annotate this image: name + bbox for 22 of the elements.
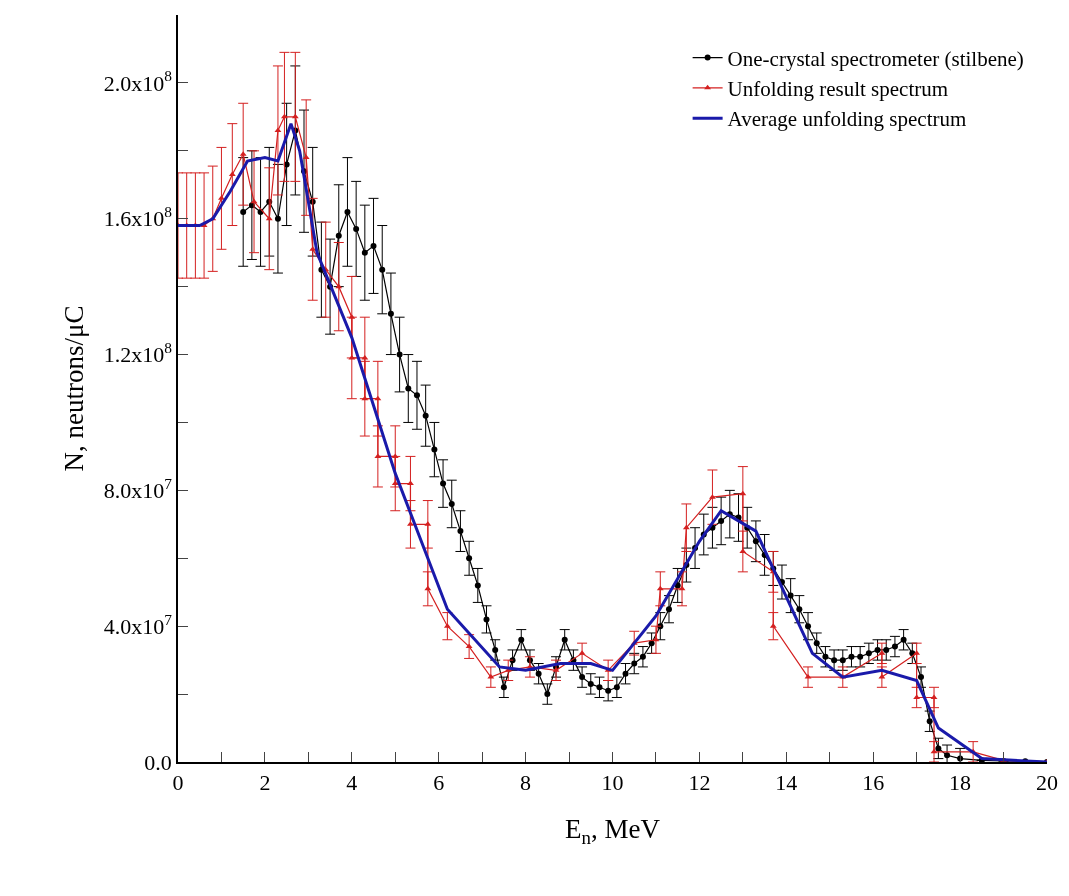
x-tick-label: 16 xyxy=(862,770,885,796)
x-tick-label: 18 xyxy=(949,770,972,796)
x-tick-label: 6 xyxy=(433,770,445,796)
x-tick-label: 12 xyxy=(688,770,711,796)
legend-label: Average unfolding spectrum xyxy=(727,107,967,132)
x-tick-label: 0 xyxy=(172,770,184,796)
x-axis-title: E$_{n}$, MeV xyxy=(565,814,661,848)
y-tick-label: 1.6x10$^{8}$ xyxy=(103,203,173,232)
x-tick-label: 2 xyxy=(259,770,271,796)
x-tick-label: 8 xyxy=(520,770,532,796)
legend-label: One-crystal spectrometer (stilbene) xyxy=(727,46,1024,71)
y-tick-label: 0.0 xyxy=(144,749,172,775)
y-tick-label: 1.2x10$^{8}$ xyxy=(103,339,173,368)
x-tick-label: 20 xyxy=(1036,770,1058,796)
x-tick-label: 10 xyxy=(601,770,624,796)
legend-label: Unfolding result spectrum xyxy=(727,77,949,102)
y-tick-label: 4.0x10$^{7}$ xyxy=(103,610,173,639)
y-axis-title: N, neutrons/μC xyxy=(59,305,90,472)
x-tick-label: 14 xyxy=(775,770,798,796)
y-tick-label: 8.0x10$^{7}$ xyxy=(103,474,173,504)
y-tick-label: 2.0x10$^{8}$ xyxy=(103,67,173,96)
x-tick-label: 4 xyxy=(346,770,358,796)
